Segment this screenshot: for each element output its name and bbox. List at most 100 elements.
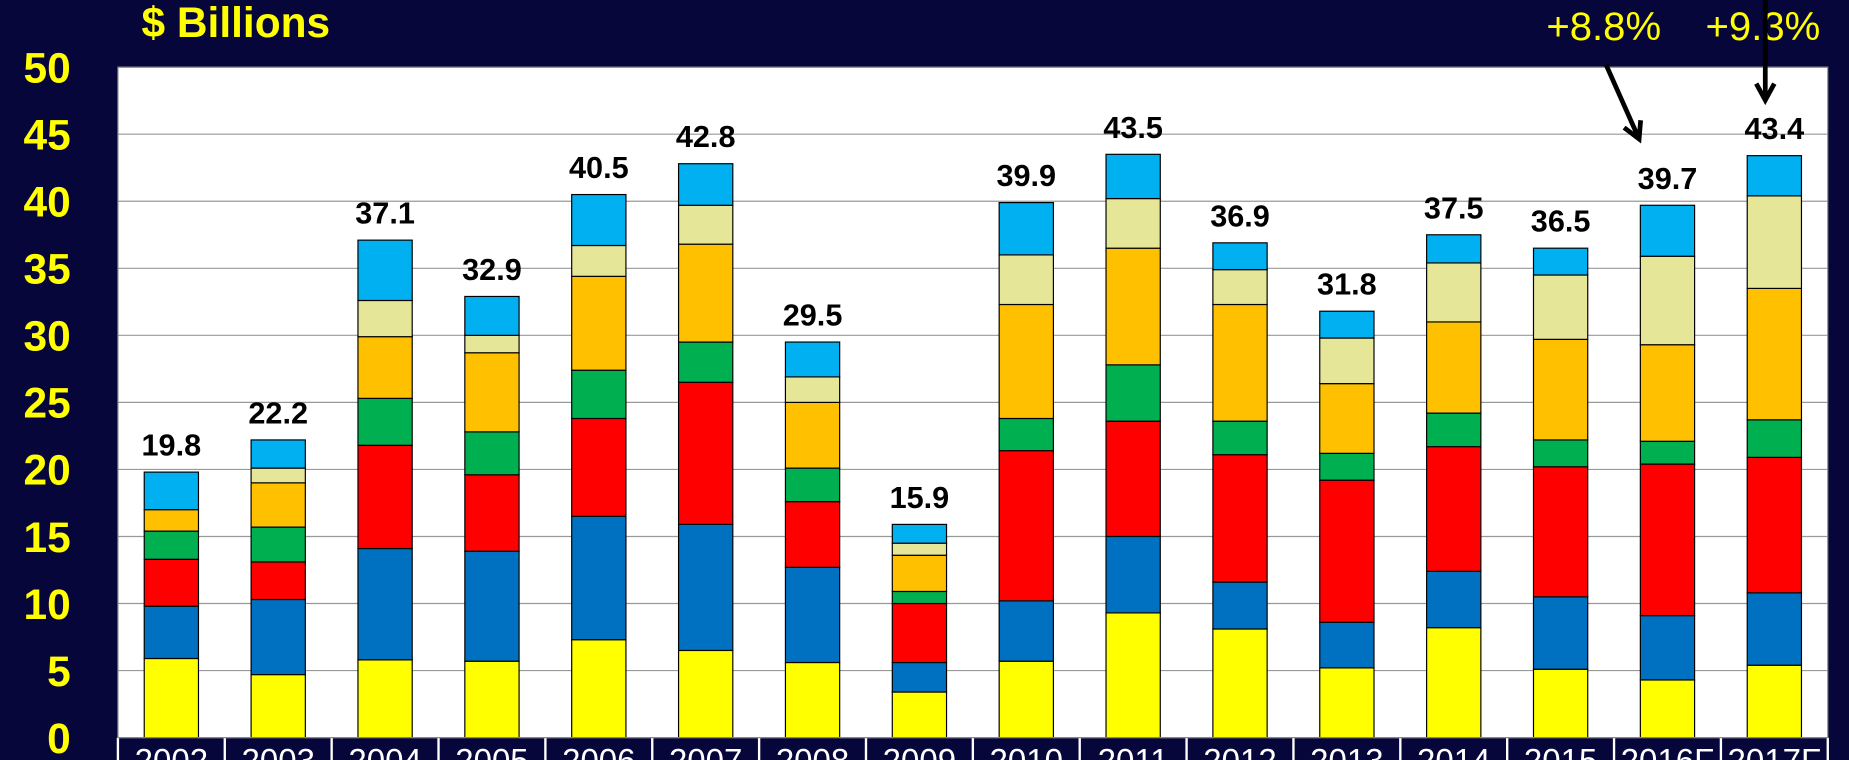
bar-segment: [1532, 596, 1589, 670]
y-tick-label: 40: [24, 179, 71, 226]
total-label: 40.5: [569, 151, 629, 185]
bar-segment: [1212, 628, 1268, 739]
bar-segment: [1639, 440, 1696, 465]
total-label: 29.5: [783, 299, 843, 333]
bar-segment: [1746, 155, 1803, 197]
bar-segment: [998, 202, 1054, 256]
bar-segment: [571, 369, 627, 420]
bar-segment: [571, 515, 627, 641]
bar-segment: [464, 474, 520, 552]
bar-segment: [571, 244, 627, 277]
x-tick-label: 2008: [776, 742, 849, 760]
total-label: 36.5: [1531, 205, 1591, 239]
y-tick-label: 15: [24, 514, 71, 561]
bar-segment: [1532, 466, 1589, 598]
bar-segment: [677, 163, 734, 206]
x-tick-label: 2013: [1310, 742, 1383, 760]
x-tick-label: 2002: [135, 742, 208, 760]
bar-segment: [143, 530, 200, 560]
bar-segment: [891, 523, 948, 544]
bar-segment: [1319, 452, 1375, 481]
bar-segment: [784, 376, 841, 403]
x-tick-label: 2005: [455, 742, 528, 760]
bar-segment: [1105, 420, 1161, 538]
bar-segment: [891, 542, 948, 556]
bar-segment: [998, 303, 1054, 420]
bar-segment: [1532, 338, 1589, 441]
total-label: 32.9: [462, 253, 522, 287]
bar-segment: [1105, 247, 1161, 366]
bar-segment: [1319, 479, 1375, 623]
bar-segment: [1212, 303, 1268, 422]
annotation-arrowhead: [1754, 82, 1777, 106]
total-label: 37.1: [355, 197, 415, 231]
bar-segment: [1746, 592, 1803, 666]
bar-segment: [677, 204, 734, 245]
y-tick-label: 0: [47, 715, 71, 760]
bar-segment: [1746, 456, 1803, 594]
bar-segment: [1639, 615, 1696, 681]
bar-segment: [357, 299, 413, 338]
bar-segment: [1639, 679, 1696, 739]
bar-segment: [1746, 195, 1803, 290]
bar-segment: [1746, 664, 1803, 739]
x-tick-label: 2011: [1098, 742, 1169, 760]
total-label: 36.9: [1210, 199, 1270, 233]
bar-segment: [784, 501, 841, 568]
bar-segment: [1319, 667, 1375, 739]
total-label: 43.4: [1745, 112, 1805, 146]
bar-segment: [1532, 274, 1589, 340]
bar-segment: [677, 381, 734, 525]
bar-segment: [1426, 627, 1482, 739]
total-label: 39.9: [996, 159, 1056, 193]
total-label: 15.9: [890, 481, 950, 515]
bar-segment: [357, 444, 413, 550]
y-tick-label: 30: [24, 313, 71, 360]
bar-segment: [1319, 310, 1375, 339]
bar-segment: [357, 239, 413, 302]
total-label: 37.5: [1424, 191, 1484, 225]
bar-segment: [1532, 439, 1589, 468]
bar-segment: [1426, 412, 1482, 448]
annotation-arrow: [1603, 63, 1642, 140]
bar-segment: [1426, 262, 1482, 323]
bar-segment: [571, 193, 627, 247]
y-tick-label: 25: [24, 380, 71, 427]
bar-segment: [1319, 383, 1375, 454]
bar-segment: [1105, 364, 1161, 422]
bar-segment: [998, 600, 1054, 662]
bar-segment: [998, 660, 1054, 739]
bar-segment: [784, 401, 841, 469]
bar-segment: [464, 334, 520, 354]
annotation-arrowhead: [1622, 120, 1643, 144]
bar-segment: [1532, 668, 1589, 739]
bar-segment: [143, 657, 200, 739]
bar-segment: [1105, 535, 1161, 614]
chart-title: $ Billions: [142, 0, 331, 46]
y-tick-label: 35: [24, 246, 71, 293]
bar-segment: [357, 397, 413, 446]
total-label: 42.8: [676, 120, 736, 154]
bar-segment: [891, 691, 948, 739]
bar-segment: [250, 561, 306, 601]
bar-segment: [1212, 581, 1268, 630]
bar-segment: [784, 341, 841, 378]
bar-segment: [784, 566, 841, 664]
x-tick-label: 2007: [669, 742, 742, 760]
y-tick-label: 20: [24, 447, 71, 494]
x-tick-label: 2003: [241, 742, 314, 760]
bar-segment: [1212, 269, 1268, 306]
bar-segment: [250, 674, 306, 739]
bar-segment: [143, 605, 200, 660]
bar-segment: [1639, 344, 1696, 442]
bar-segment: [1105, 153, 1161, 200]
bar-segment: [143, 558, 200, 607]
x-tick-label: 2004: [348, 742, 421, 760]
bar-segment: [1639, 463, 1696, 617]
bar-segment: [1639, 204, 1696, 257]
bar-segment: [891, 590, 948, 605]
annotation: +8.8%: [1546, 5, 1661, 49]
bar-segment: [1639, 255, 1696, 346]
y-tick-label: 50: [24, 44, 71, 91]
bar-segment: [891, 661, 948, 693]
